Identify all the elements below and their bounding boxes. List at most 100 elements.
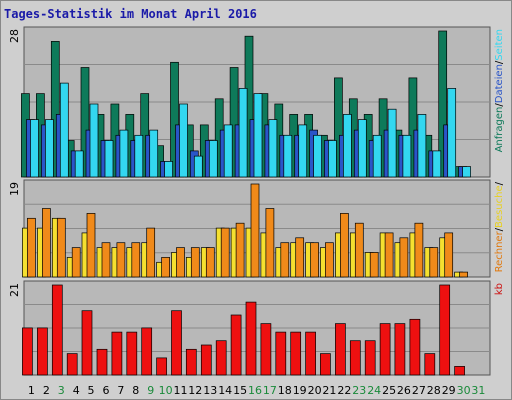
- bar-rechner-6: [101, 242, 111, 278]
- day-label-21: 21: [322, 384, 336, 397]
- bar-seiten-15: [238, 88, 248, 178]
- bar-kb-9: [141, 327, 153, 376]
- bar-rechner-29: [444, 232, 454, 278]
- bar-seiten-22: [343, 114, 352, 178]
- bar-rechner-26: [399, 237, 409, 278]
- day-label-22: 22: [337, 384, 351, 397]
- bar-seiten-1: [30, 119, 39, 178]
- bar-seiten-3: [59, 82, 69, 178]
- bar-kb-10: [156, 357, 167, 376]
- bar-kb-8: [126, 331, 138, 376]
- bar-kb-5: [81, 310, 93, 376]
- bar-rechner-28: [429, 247, 439, 278]
- bar-anfragen-5: [80, 67, 90, 178]
- side-label-part: Besuche: [494, 185, 505, 228]
- day-label-25: 25: [382, 384, 396, 397]
- day-label-4: 4: [73, 384, 80, 397]
- bar-seiten-27: [417, 114, 427, 178]
- bar-kb-15: [230, 314, 242, 376]
- bar-rechner-12: [190, 247, 200, 278]
- bar-seiten-13: [208, 140, 218, 178]
- bar-rechner-8: [131, 242, 141, 278]
- panel-kb: 21 kb: [8, 280, 505, 376]
- side-label-part: Rechner: [494, 230, 505, 272]
- bar-kb-23: [349, 340, 361, 376]
- bar-kb-14: [215, 340, 227, 376]
- side-label-part: /: [494, 227, 505, 231]
- bar-kb-25: [379, 323, 391, 376]
- bar-rechner-1: [27, 217, 36, 278]
- bar-rechner-4: [71, 247, 81, 278]
- side-label-part: Seiten: [494, 29, 505, 61]
- day-label-8: 8: [132, 384, 139, 397]
- bar-seiten-14: [223, 124, 233, 178]
- bar-kb-28: [424, 353, 436, 376]
- bar-anfragen-27: [408, 77, 418, 178]
- day-label-1: 1: [28, 384, 35, 397]
- bar-seiten-6: [104, 140, 114, 178]
- day-label-16: 16: [248, 384, 262, 397]
- bar-kb-27: [409, 318, 421, 376]
- ymax-label: 19: [8, 182, 21, 196]
- day-label-10: 10: [159, 384, 173, 397]
- bar-rechner-30: [459, 271, 468, 278]
- bar-kb-2: [37, 327, 48, 376]
- bar-seiten-9: [149, 129, 159, 178]
- bar-rechner-3: [56, 217, 66, 278]
- day-label-18: 18: [278, 384, 292, 397]
- bar-kb-13: [200, 344, 212, 376]
- day-label-7: 7: [117, 384, 124, 397]
- bar-rechner-14: [220, 227, 230, 278]
- ymax-label: 28: [8, 29, 21, 43]
- bar-rechner-10: [161, 257, 170, 278]
- panel-kb-side-label: kb: [494, 283, 505, 295]
- day-label-9: 9: [147, 384, 154, 397]
- day-label-3: 3: [58, 384, 65, 397]
- side-label-part: /: [494, 60, 505, 64]
- bar-kb-19: [290, 331, 302, 376]
- bar-kb-21: [320, 353, 331, 376]
- day-label-17: 17: [263, 384, 277, 397]
- day-label-30: 30: [457, 384, 471, 397]
- bar-seiten-21: [328, 140, 337, 178]
- bar-kb-3: [51, 284, 63, 376]
- bar-kb-20: [305, 331, 316, 376]
- bar-kb-16: [245, 301, 257, 376]
- panel-requests-side-label: Anfragen/Dateien/Seiten: [494, 29, 505, 152]
- bar-rechner-25: [384, 232, 394, 278]
- bar-kb-4: [66, 353, 78, 376]
- bar-rechner-20: [310, 242, 319, 278]
- bar-kb-22: [335, 323, 346, 376]
- bar-seiten-8: [134, 134, 144, 178]
- bar-seiten-30: [462, 166, 471, 178]
- bar-seiten-2: [45, 119, 54, 178]
- bar-kb-24: [364, 340, 376, 376]
- bar-anfragen-29: [438, 30, 448, 178]
- bar-seiten-29: [447, 88, 457, 178]
- day-label-24: 24: [367, 384, 381, 397]
- bar-seiten-16: [253, 93, 263, 178]
- side-label-part: /: [494, 103, 505, 107]
- day-label-19: 19: [293, 384, 307, 397]
- bar-rechner-2: [42, 208, 51, 278]
- bar-anfragen-22: [334, 77, 343, 178]
- day-label-28: 28: [427, 384, 441, 397]
- bar-rechner-11: [176, 247, 185, 278]
- bar-kb-12: [185, 348, 197, 376]
- day-label-15: 15: [233, 384, 247, 397]
- bar-rechner-21: [325, 242, 334, 278]
- bar-kb-17: [260, 323, 272, 376]
- day-label-26: 26: [397, 384, 411, 397]
- bar-rechner-18: [280, 242, 290, 278]
- bar-rechner-19: [295, 237, 305, 278]
- bar-rechner-17: [265, 208, 275, 278]
- day-label-11: 11: [174, 384, 188, 397]
- bar-rechner-9: [146, 227, 156, 278]
- bar-rechner-27: [414, 222, 424, 278]
- bar-kb-11: [171, 310, 182, 376]
- panel-requests: 28 Anfragen/Dateien/Seiten: [8, 26, 505, 178]
- bar-seiten-24: [372, 134, 382, 178]
- bar-anfragen-11: [170, 61, 179, 178]
- bar-kb-18: [275, 331, 287, 376]
- side-label-part: /: [494, 181, 505, 185]
